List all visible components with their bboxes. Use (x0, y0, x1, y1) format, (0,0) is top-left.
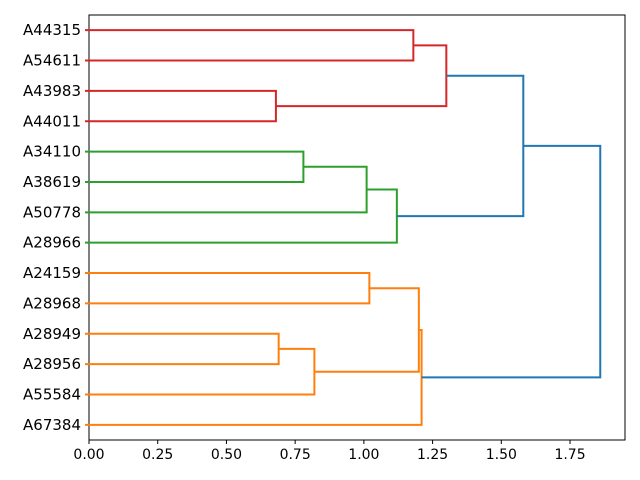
dendrogram-link-o5 (85, 328, 423, 426)
leaf-label-A50778: A50778 (23, 203, 81, 221)
dendrogram-link-o4 (314, 287, 420, 373)
axes-frame (88, 14, 626, 441)
leaf-label-A28956: A28956 (23, 355, 81, 373)
leaf-label-A44315: A44315 (23, 21, 81, 39)
x-tick-label: 0.25 (142, 447, 173, 463)
x-tick-label: 1.75 (554, 447, 585, 463)
leaf-label-A43983: A43983 (23, 82, 81, 100)
dendrogram-link-b1 (396, 74, 525, 218)
dendrogram-link-r1 (85, 29, 415, 62)
dendrogram-link-g1 (85, 150, 305, 183)
x-tick-label: 0.50 (211, 447, 242, 463)
dendrogram-link-o3 (85, 272, 371, 305)
leaf-label-A44011: A44011 (23, 112, 81, 130)
dendrogram-link-r2 (85, 89, 277, 123)
leaf-label-A67384: A67384 (23, 416, 81, 434)
leaf-label-A28949: A28949 (23, 325, 81, 343)
dendrogram-link-g2 (85, 165, 368, 214)
dendrogram-link-g3 (85, 188, 398, 244)
dendrogram-link-o2 (85, 347, 316, 396)
leaf-label-A55584: A55584 (23, 385, 81, 403)
leaf-label-A28968: A28968 (23, 294, 81, 312)
dendrogram-link-b2 (421, 144, 602, 379)
dendrogram-link-r3 (275, 44, 448, 108)
x-tick-label: 0.75 (280, 447, 311, 463)
leaf-label-A24159: A24159 (23, 264, 81, 282)
leaf-label-A34110: A34110 (23, 143, 81, 161)
x-tick-label: 1.00 (348, 447, 379, 463)
dendrogram-link-o1 (85, 332, 280, 366)
leaf-label-A38619: A38619 (23, 173, 81, 191)
leaf-label-A54611: A54611 (23, 52, 81, 70)
x-tick-label: 0.00 (73, 447, 104, 463)
x-tick-label: 1.50 (486, 447, 517, 463)
leaf-label-A28966: A28966 (23, 234, 81, 252)
x-tick-label: 1.25 (417, 447, 448, 463)
